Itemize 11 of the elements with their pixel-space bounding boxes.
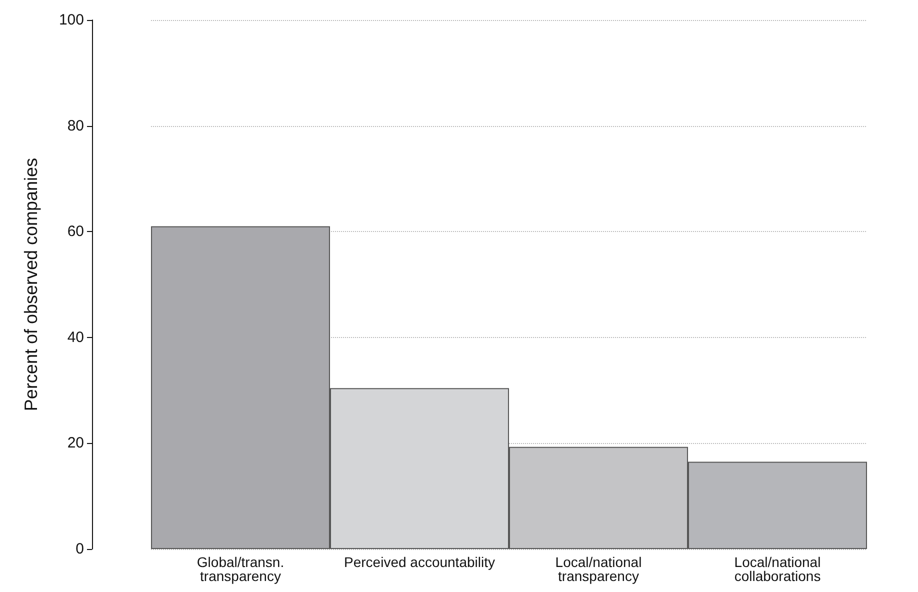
y-axis-title: Percent of observed companies [21,158,41,412]
y-tick-label: 40 [67,328,84,346]
y-tick-label: 20 [67,434,84,452]
x-tick-label: Perceived accountability [344,554,495,570]
y-tick-label: 0 [76,540,84,558]
y-tick-label: 60 [67,223,84,240]
y-tick-label: 100 [58,12,84,28]
x-tick-label: Global/transn. transparency [196,554,284,584]
x-tick-label: Local/national transparency [555,554,642,584]
x-tick-label: Local/national collaborations [734,554,821,584]
y-tick-label: 80 [67,117,84,134]
